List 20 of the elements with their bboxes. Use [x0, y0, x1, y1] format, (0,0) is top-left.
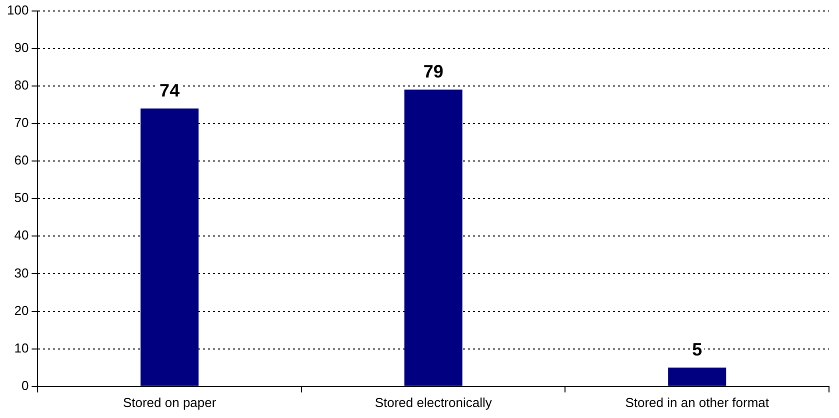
bar: [404, 90, 462, 386]
bar: [668, 368, 726, 386]
y-tick-label: 40: [14, 228, 29, 243]
y-tick-label: 30: [14, 265, 29, 280]
y-tick-label: 10: [14, 340, 29, 356]
y-tick-label: 20: [14, 302, 29, 318]
data-label: 5: [692, 340, 702, 360]
x-tick-label: Stored electronically: [374, 394, 492, 410]
y-tick-label: 60: [14, 152, 29, 168]
x-tick-label: Stored on paper: [122, 394, 217, 410]
x-tick-label: Stored in an other format: [625, 394, 770, 410]
y-tick-label: 70: [14, 115, 29, 130]
data-label: 79: [423, 62, 444, 82]
y-tick-label: 100: [6, 2, 29, 18]
y-tick-label: 80: [14, 78, 29, 92]
y-tick-label: 0: [21, 378, 29, 393]
y-tick-label: 50: [14, 190, 29, 206]
data-label: 74: [160, 80, 180, 100]
bar: [140, 108, 199, 386]
y-tick-label: 90: [14, 40, 29, 55]
